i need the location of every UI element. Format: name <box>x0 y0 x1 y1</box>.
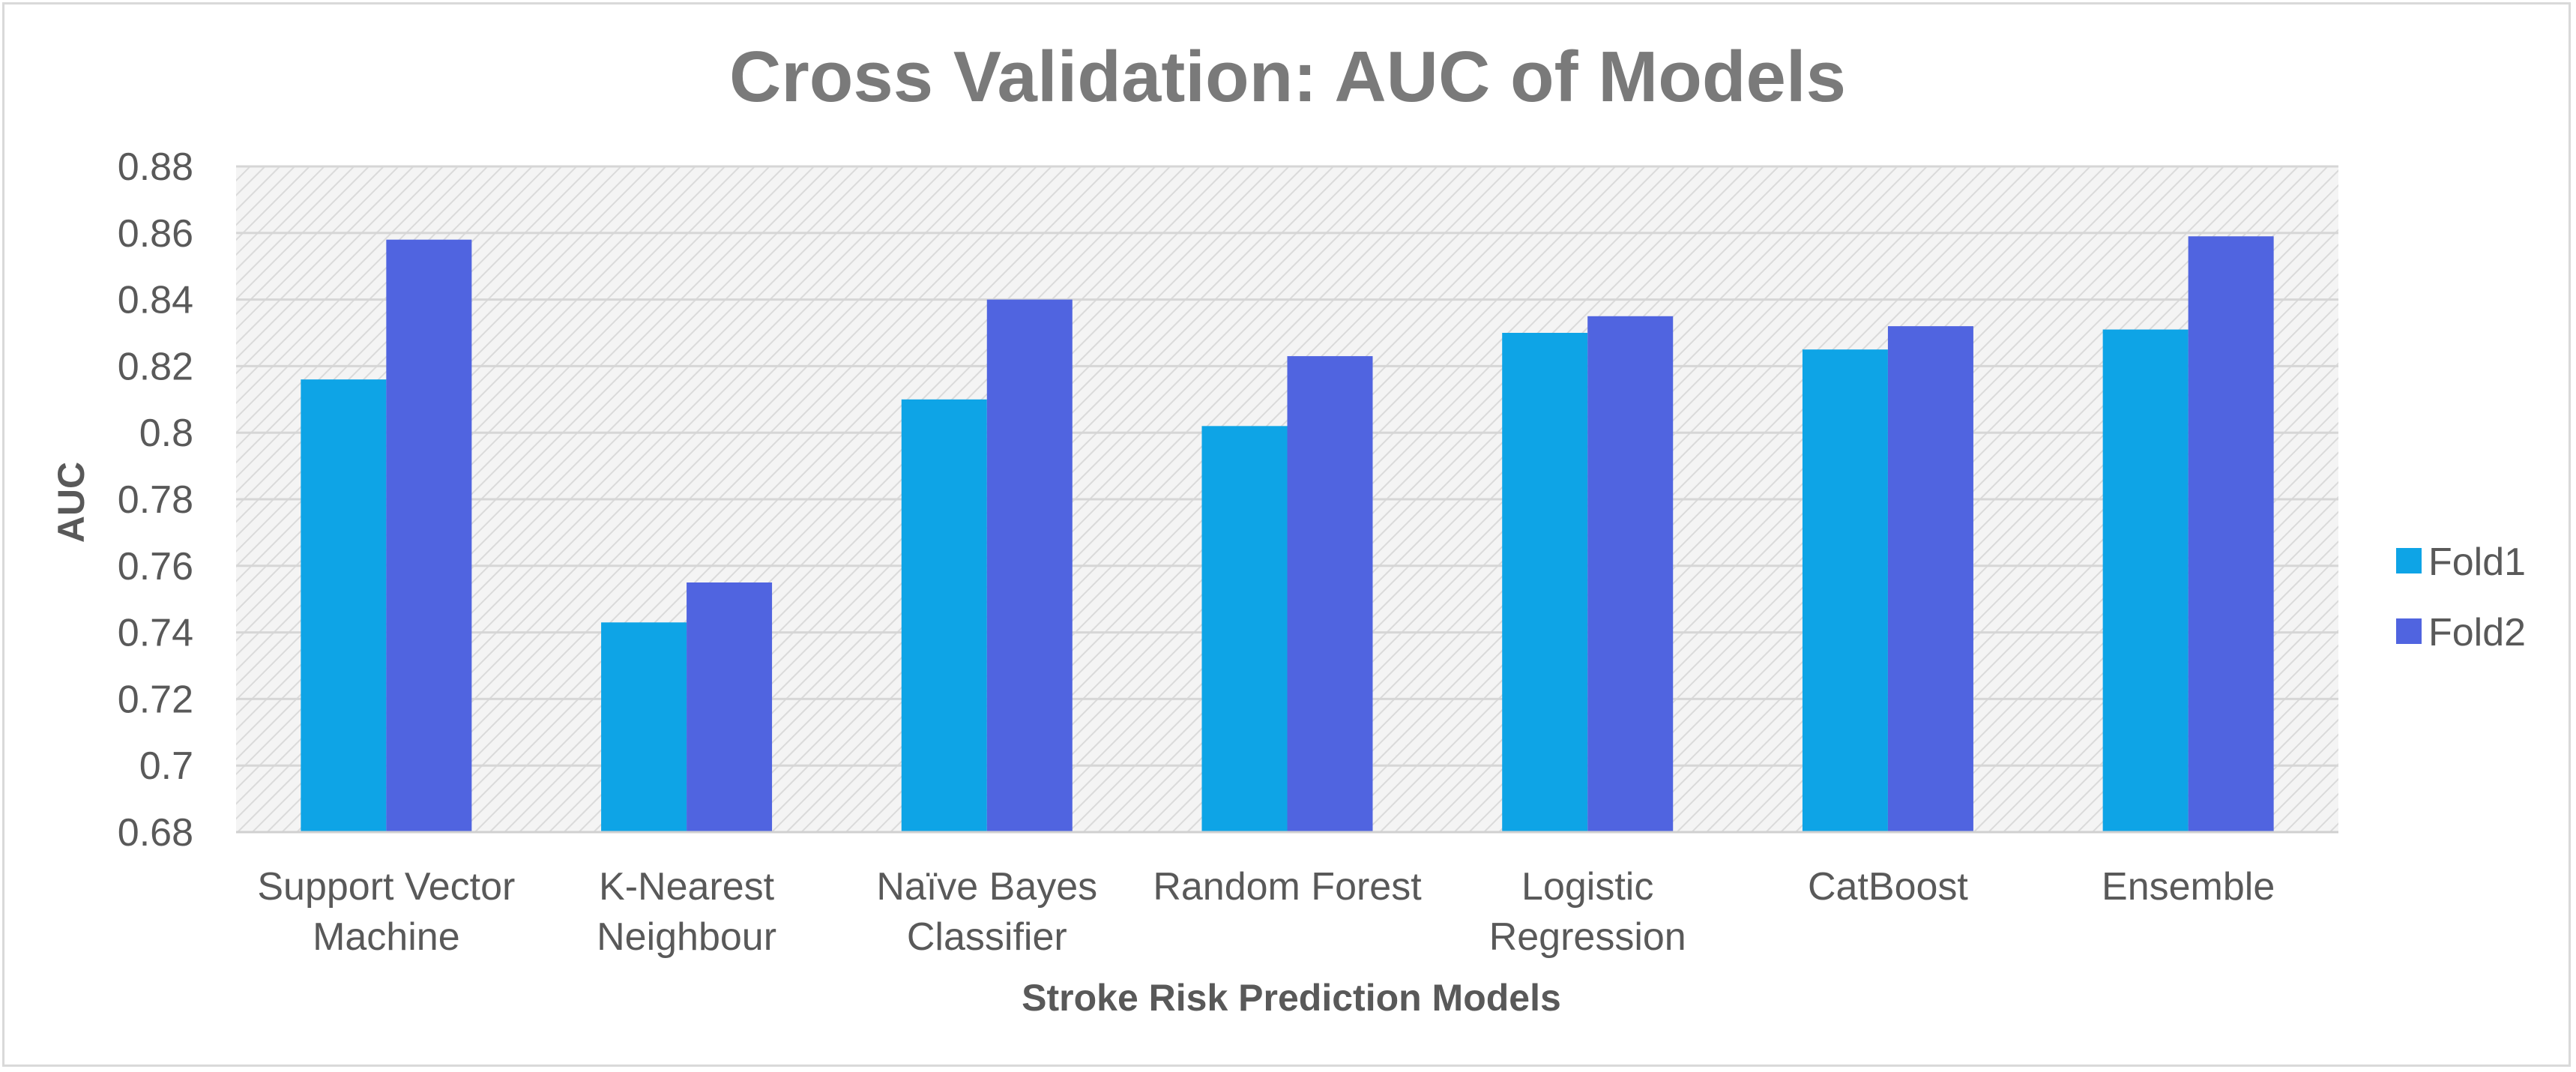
bars <box>301 236 2274 833</box>
x-axis-title: Stroke Risk Prediction Models <box>1022 977 1561 1019</box>
bar-fold1 <box>1502 333 1588 832</box>
bar-fold2 <box>1587 316 1674 832</box>
bar-fold1 <box>1201 426 1288 832</box>
legend-label-fold1: Fold1 <box>2428 540 2526 584</box>
y-tick-label: 0.86 <box>118 212 193 256</box>
y-tick-label: 0.74 <box>118 612 193 655</box>
bar-fold2 <box>1887 326 1973 832</box>
bar-fold2 <box>986 299 1073 833</box>
y-tick-label: 0.8 <box>139 412 193 455</box>
x-tick-label: Random Forest <box>1153 865 1422 909</box>
x-tick-label: Logistic <box>1521 865 1653 909</box>
x-tick-label: Ensemble <box>2102 865 2275 909</box>
x-axis-ticks: Support Vector Machine K-Nearest Neighbour N… <box>236 831 2338 959</box>
bar-fold1 <box>901 399 987 832</box>
bar-fold1 <box>2102 329 2189 832</box>
legend-swatch-fold1 <box>2396 548 2422 573</box>
x-tick-label: Neighbour <box>597 915 776 959</box>
y-axis-title: AUC <box>50 462 92 543</box>
y-tick-label: 0.78 <box>118 478 193 522</box>
x-tick-label: Classifier <box>907 915 1067 959</box>
x-tick-label: Naïve Bayes <box>876 865 1097 909</box>
legend-label-fold2: Fold2 <box>2428 611 2526 654</box>
bar-fold2 <box>386 239 472 832</box>
y-tick-label: 0.72 <box>118 678 193 721</box>
bar-fold1 <box>301 379 387 832</box>
y-tick-label: 0.7 <box>139 744 193 788</box>
legend-swatch-fold2 <box>2396 618 2422 644</box>
y-tick-label: 0.68 <box>118 811 193 855</box>
bar-fold2 <box>687 582 773 832</box>
x-tick-label: Regression <box>1489 915 1686 959</box>
y-tick-label: 0.88 <box>118 145 193 189</box>
bar-fold1 <box>1802 349 1888 832</box>
bar-fold1 <box>601 622 687 832</box>
x-tick-label: Machine <box>313 915 460 959</box>
legend: Fold1 Fold2 <box>2396 540 2526 654</box>
x-tick-label: Support Vector <box>257 865 515 909</box>
y-tick-label: 0.84 <box>118 279 193 322</box>
y-axis-ticks: 0.68 0.7 0.72 0.74 0.76 0.78 0.8 0.82 0.84 0.86 0.… <box>118 145 193 855</box>
y-tick-label: 0.82 <box>118 345 193 388</box>
bar-fold2 <box>2188 236 2274 832</box>
chart-title: Cross Validation: AUC of Models <box>729 37 1846 117</box>
y-tick-label: 0.76 <box>118 545 193 588</box>
x-tick-label: K-Nearest <box>599 865 775 909</box>
bar-fold2 <box>1287 356 1373 833</box>
x-tick-label: CatBoost <box>1808 865 1968 909</box>
